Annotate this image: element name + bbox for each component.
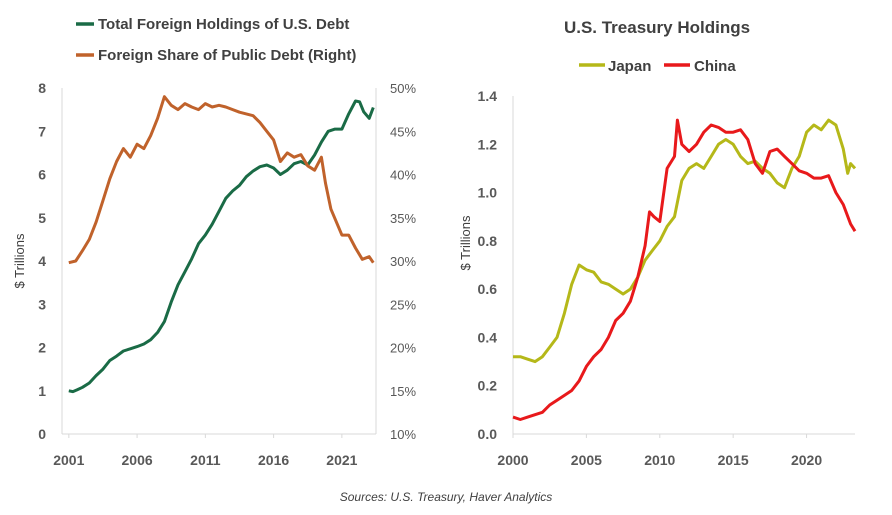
chart1-y-tick-5: 1.0 (478, 185, 498, 201)
chart1-x-tick-0: 2000 (497, 452, 528, 468)
right-chart: 0.0 0.2 0.4 0.6 0.8 1.0 1.2 1.4 2000 2005 2010 201… (458, 18, 857, 468)
chart1-y-tick-2: 0.4 (478, 329, 498, 345)
chart1-x-tick-2: 2010 (644, 452, 675, 468)
right-chart-title: U.S. Treasury Holdings (564, 18, 750, 37)
chart0-y2-tick-6: 40% (390, 168, 416, 183)
chart0-y2-tick-0: 10% (390, 427, 416, 442)
chart0-y2-tick-5: 35% (390, 211, 416, 226)
chart0-y-tick-3: 3 (38, 296, 46, 312)
chart0-x-tick-4: 2021 (326, 452, 357, 468)
chart0-y2-tick-1: 15% (390, 384, 416, 399)
series-line-foreign-share-of-public-debt-right (68, 95, 375, 265)
chart0-y-tick-8: 8 (38, 80, 46, 96)
series-line-total-foreign-holdings-of-u-s-debt (68, 99, 375, 394)
chart0-y-tick-7: 7 (38, 123, 46, 139)
chart1-x-tick-4: 2020 (791, 452, 822, 468)
chart0-y-tick-0: 0 (38, 426, 46, 442)
legend-label-foreign-share: Foreign Share of Public Debt (Right) (98, 47, 356, 64)
chart0-y2-tick-3: 25% (390, 297, 416, 312)
series-line-china (512, 118, 857, 421)
legend-label-china: China (694, 58, 736, 75)
chart1-x-tick-1: 2005 (571, 452, 602, 468)
series-line-japan (513, 118, 857, 364)
chart1-y-tick-4: 0.8 (478, 233, 498, 249)
chart0-y-tick-6: 6 (38, 167, 46, 183)
legend-label-total-foreign-holdings: Total Foreign Holdings of U.S. Debt (98, 16, 349, 33)
chart0-y-tick-1: 1 (38, 383, 46, 399)
left-y-axis-label: $ Trillions (12, 233, 27, 288)
chart1-y-tick-0: 0.0 (478, 426, 498, 442)
chart0-x-tick-3: 2016 (258, 452, 289, 468)
chart1-y-tick-7: 1.4 (478, 88, 498, 104)
chart0-x-tick-2: 2011 (190, 452, 221, 468)
chart0-y-tick-5: 5 (38, 210, 46, 226)
chart0-y-tick-4: 4 (38, 253, 46, 269)
chart0-y-tick-2: 2 (38, 340, 46, 356)
chart1-y-tick-1: 0.2 (478, 378, 498, 394)
chart0-x-tick-0: 2001 (53, 452, 84, 468)
chart1-y-tick-3: 0.6 (478, 281, 498, 297)
legend-label-japan: Japan (608, 58, 651, 75)
left-chart: 0 1 2 3 4 5 6 7 8 10% 15% 20% 25% 30% 35% 40% 45% 50% 20… (12, 16, 416, 468)
chart1-y-tick-6: 1.2 (478, 136, 498, 152)
chart0-x-tick-1: 2006 (122, 452, 153, 468)
chart1-x-tick-3: 2015 (718, 452, 749, 468)
chart0-y2-tick-2: 20% (390, 341, 416, 356)
source-note: Sources: U.S. Treasury, Haver Analytics (340, 490, 553, 504)
chart0-y2-tick-4: 30% (390, 254, 416, 269)
right-y-axis-label: $ Trillions (458, 215, 473, 270)
chart0-y2-tick-7: 45% (390, 124, 416, 139)
chart0-y2-tick-8: 50% (390, 81, 416, 96)
